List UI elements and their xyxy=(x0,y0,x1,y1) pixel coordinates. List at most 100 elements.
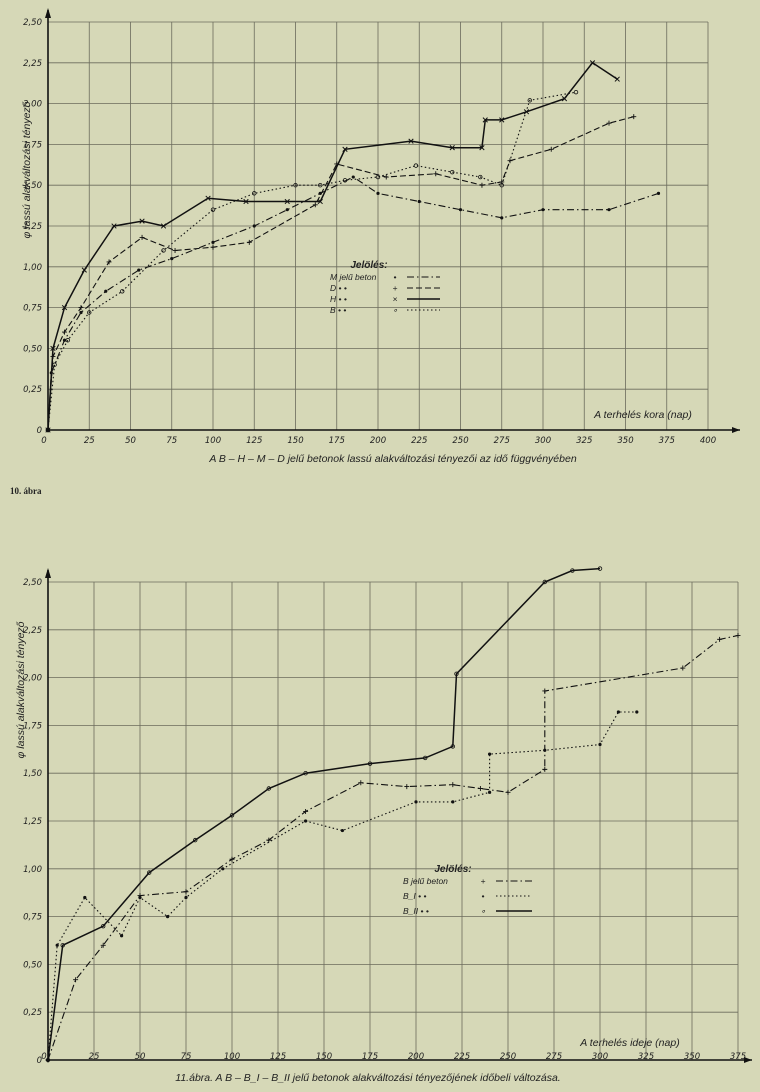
data-point xyxy=(111,223,117,229)
data-point xyxy=(266,837,272,843)
x-tick-label: 150 xyxy=(316,1052,332,1062)
y-tick-label: 2,50 xyxy=(23,18,42,28)
data-point xyxy=(252,224,256,228)
x-tick-label: 225 xyxy=(411,436,427,446)
data-point xyxy=(488,790,492,794)
data-point xyxy=(589,60,596,66)
data-point xyxy=(246,239,252,245)
data-point xyxy=(205,195,211,201)
data-point xyxy=(104,289,108,293)
legend-label: B jelű beton xyxy=(403,876,448,886)
series-0 xyxy=(45,633,741,1063)
data-point xyxy=(184,895,188,900)
series-1 xyxy=(46,710,639,1062)
data-point xyxy=(161,248,166,253)
data-point xyxy=(449,145,455,151)
x-tick-label: 50 xyxy=(135,1052,146,1062)
data-point xyxy=(60,943,65,948)
data-point xyxy=(499,182,504,188)
x-axis-label: A terhelés kora (nap) xyxy=(593,409,692,421)
data-point xyxy=(303,808,309,814)
chart-caption: A B – H – M – D jelű betonok lassú alakv… xyxy=(208,453,576,465)
data-point xyxy=(482,117,488,123)
data-point xyxy=(192,837,198,843)
y-tick-label: 1,75 xyxy=(23,140,42,150)
data-point xyxy=(413,163,419,168)
y-axis-arrow xyxy=(45,568,51,578)
legend: Jelölés:M jelű beton • D • • + H • • × B • • ∘ xyxy=(330,260,440,315)
data-point xyxy=(479,182,485,188)
data-point xyxy=(488,752,492,756)
data-point xyxy=(55,943,59,947)
x-tick-label: 25 xyxy=(84,436,95,446)
data-point xyxy=(454,671,459,676)
legend-label: B_II • • xyxy=(403,906,429,916)
data-point xyxy=(78,305,84,311)
data-point xyxy=(433,171,439,177)
x-tick-label: 100 xyxy=(205,436,221,446)
series-line xyxy=(47,91,577,431)
data-point xyxy=(304,819,308,823)
data-point xyxy=(499,117,505,123)
data-point xyxy=(166,915,170,919)
x-tick-label: 325 xyxy=(638,1052,654,1062)
series-0 xyxy=(46,175,661,432)
x-tick-label: 275 xyxy=(494,436,510,446)
y-axis-label: φ lassú alakváltozási tényező xyxy=(21,101,33,238)
data-point xyxy=(680,665,686,671)
y-tick-label: 0,25 xyxy=(23,385,42,395)
x-tick-label: 300 xyxy=(592,1052,608,1062)
data-point xyxy=(423,755,428,761)
legend-marker: + xyxy=(481,876,486,886)
data-point xyxy=(450,744,455,749)
data-point xyxy=(358,780,364,786)
chart-top: 0 25 50 75 100 125 150 175 200 225 250 275 300 325 350… xyxy=(21,8,740,465)
data-point xyxy=(542,766,548,772)
x-tick-label: 125 xyxy=(246,436,262,446)
y-tick-label: 1,25 xyxy=(23,222,42,232)
legend-label: D • • xyxy=(330,283,347,293)
data-point xyxy=(614,76,620,82)
y-tick-label: 0,75 xyxy=(23,304,42,314)
data-point xyxy=(451,800,455,804)
data-point xyxy=(417,199,421,204)
data-point xyxy=(284,198,290,205)
data-point xyxy=(317,198,323,205)
legend: Jelölés:B jelű beton + B_I • • • B_II • • ∘ xyxy=(403,864,532,916)
data-point xyxy=(543,748,547,752)
data-point xyxy=(211,240,215,244)
y-axis-label: φ lassú alakváltozási tényező xyxy=(15,621,27,758)
legend-marker: • xyxy=(482,891,485,901)
y-axis-arrow xyxy=(45,8,51,18)
data-point xyxy=(303,771,308,776)
x-tick-label: 275 xyxy=(546,1052,562,1062)
data-point xyxy=(266,786,271,791)
legend-label: H • • xyxy=(330,294,347,304)
data-point xyxy=(210,244,216,250)
x-tick-label: 225 xyxy=(454,1052,470,1062)
data-point xyxy=(717,636,723,642)
x-tick-label: 0 xyxy=(41,436,46,446)
data-point xyxy=(561,96,568,102)
data-point xyxy=(527,98,532,103)
legend-marker: ∘ xyxy=(480,906,485,916)
data-point xyxy=(229,856,235,862)
data-point xyxy=(100,942,106,948)
y-tick-label: 1,50 xyxy=(23,769,42,779)
series-line xyxy=(47,176,659,431)
data-point xyxy=(376,191,380,195)
data-point xyxy=(408,138,414,144)
data-point xyxy=(285,208,289,212)
y-tick-label: 1,25 xyxy=(23,817,42,827)
data-point xyxy=(479,145,485,151)
series-line xyxy=(47,567,601,1061)
x-tick-label: 175 xyxy=(362,1052,378,1062)
legend-title: Jelölés: xyxy=(350,260,387,271)
data-point xyxy=(478,174,483,180)
y-tick-label: 2,50 xyxy=(23,578,42,588)
x-tick-label: 75 xyxy=(181,1052,192,1062)
data-point xyxy=(414,800,418,804)
data-point xyxy=(656,191,661,195)
data-point xyxy=(505,789,511,795)
data-point xyxy=(616,710,621,714)
